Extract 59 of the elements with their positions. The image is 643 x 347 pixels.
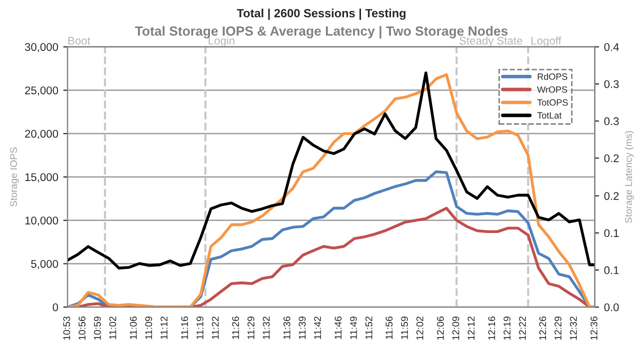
x-tick-label: 12:09 — [452, 316, 460, 340]
x-tick-label: 11:29 — [247, 316, 254, 339]
text: Boot — [68, 36, 90, 45]
x-tick-label: 12:22 — [518, 316, 526, 340]
x-tick-label: 11:36 — [283, 316, 290, 339]
legend-label: RdOPS — [538, 73, 568, 80]
x-tick-label: 11:06 — [130, 316, 137, 339]
x-tick-label: 11:02 — [109, 316, 116, 339]
x-tick-label: 11:26 — [232, 316, 240, 339]
x-tick-label: 11:19 — [196, 316, 204, 339]
y-tick-label: 20,000 — [25, 130, 58, 140]
y2-tick-label: 0.4 — [604, 43, 619, 51]
x-tick-label: 11:59 — [401, 316, 408, 339]
x-tick-label: 11:39 — [298, 316, 306, 339]
x-tick-label: 11:16 — [181, 316, 188, 339]
y-tick-label: 0 — [52, 303, 58, 312]
x-tick-label: 10:53 — [63, 316, 70, 340]
x-tick-label: 12:06 — [436, 316, 444, 340]
y-tick-label: 25,000 — [25, 86, 58, 96]
x-tick-label: 12:12 — [468, 316, 474, 340]
x-tick-label: 10:59 — [94, 316, 101, 340]
y-axis-title: Storage IOPS — [10, 147, 19, 207]
legend-label: TotOPS — [537, 99, 568, 106]
x-tick-label: 11:46 — [334, 316, 342, 339]
legend-label: WrOPS — [537, 86, 568, 93]
chart-title: Total | 2600 Sessions | Testing — [236, 8, 406, 20]
x-tick-label: 12:26 — [539, 316, 546, 340]
x-tick-label: 11:49 — [350, 316, 357, 339]
y2-tick-label: 0.1 — [604, 266, 619, 274]
x-tick-label: 11:32 — [262, 316, 270, 339]
y2-tick-label: 0.3 — [604, 117, 619, 126]
y2-tick-label: 0.3 — [604, 80, 619, 88]
x-tick-label: 12:19 — [504, 316, 510, 340]
line-series — [68, 71, 595, 270]
y-tick-label: 30,000 — [24, 43, 58, 52]
ref-line-label: Steady State — [460, 36, 522, 47]
y-tick-label: 15,000 — [25, 173, 58, 182]
x-tick-label: 11:52 — [365, 316, 372, 339]
x-tick-label: 12:32 — [570, 316, 577, 340]
y2-axis-title: Storage Latency (ms) — [624, 131, 634, 223]
y2-tick-label: 0.2 — [604, 192, 619, 200]
y2-tick-label: 0.1 — [604, 229, 619, 238]
x-tick-label: 10:56 — [78, 316, 86, 340]
x-tick-label: 12:29 — [554, 316, 562, 340]
legend-label: TotLat — [537, 112, 562, 119]
y-tick-label: 10,000 — [25, 216, 58, 226]
x-tick-label: 11:12 — [160, 316, 168, 339]
y2-tick-label: 0.2 — [604, 154, 619, 162]
x-tick-label: 11:09 — [145, 316, 152, 339]
ref-line-label: Login — [208, 36, 234, 47]
y2-tick-label: 0.0 — [604, 303, 619, 312]
x-tick-label: 12:16 — [488, 316, 496, 340]
x-tick-label: 11:42 — [314, 316, 321, 339]
ref-line-label: Logoff — [532, 36, 562, 47]
y-tick-label: 5,000 — [31, 260, 58, 270]
x-tick-label: 11:22 — [212, 316, 219, 339]
x-tick-label: 12:02 — [416, 316, 424, 340]
x-tick-label: 12:36 — [590, 316, 598, 340]
x-tick-label: 11:56 — [386, 316, 393, 339]
